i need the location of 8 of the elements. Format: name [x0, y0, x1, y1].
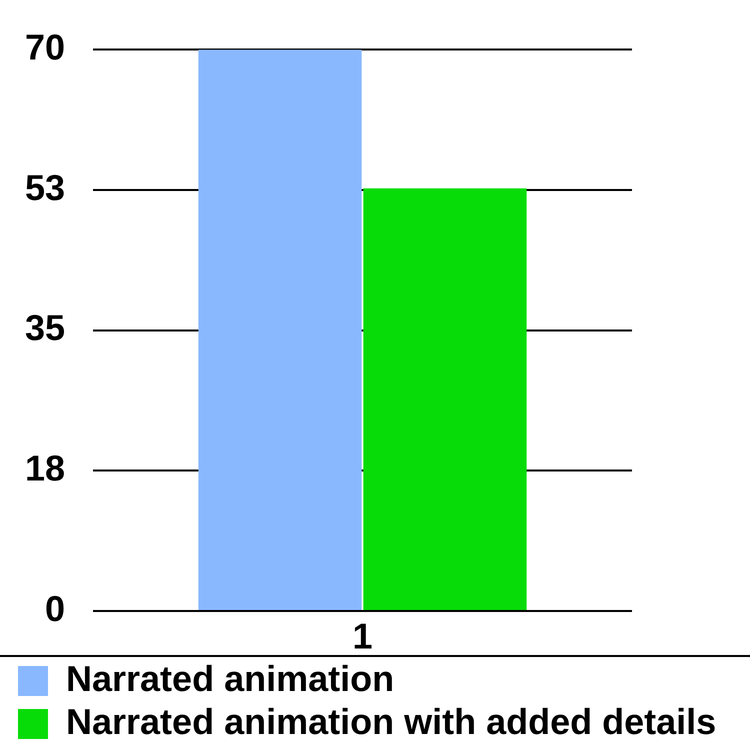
y-tick-label: 53: [24, 166, 65, 208]
x-tick-label: 1: [352, 616, 373, 657]
y-tick-label: 18: [24, 448, 65, 489]
y-tick-label: 35: [24, 307, 65, 348]
legend-label: Narrated animation: [66, 658, 394, 699]
y-tick-label: 0: [44, 588, 65, 629]
legend-label: Narrated animation with added details: [66, 700, 716, 742]
y-tick-label: 70: [24, 26, 65, 68]
